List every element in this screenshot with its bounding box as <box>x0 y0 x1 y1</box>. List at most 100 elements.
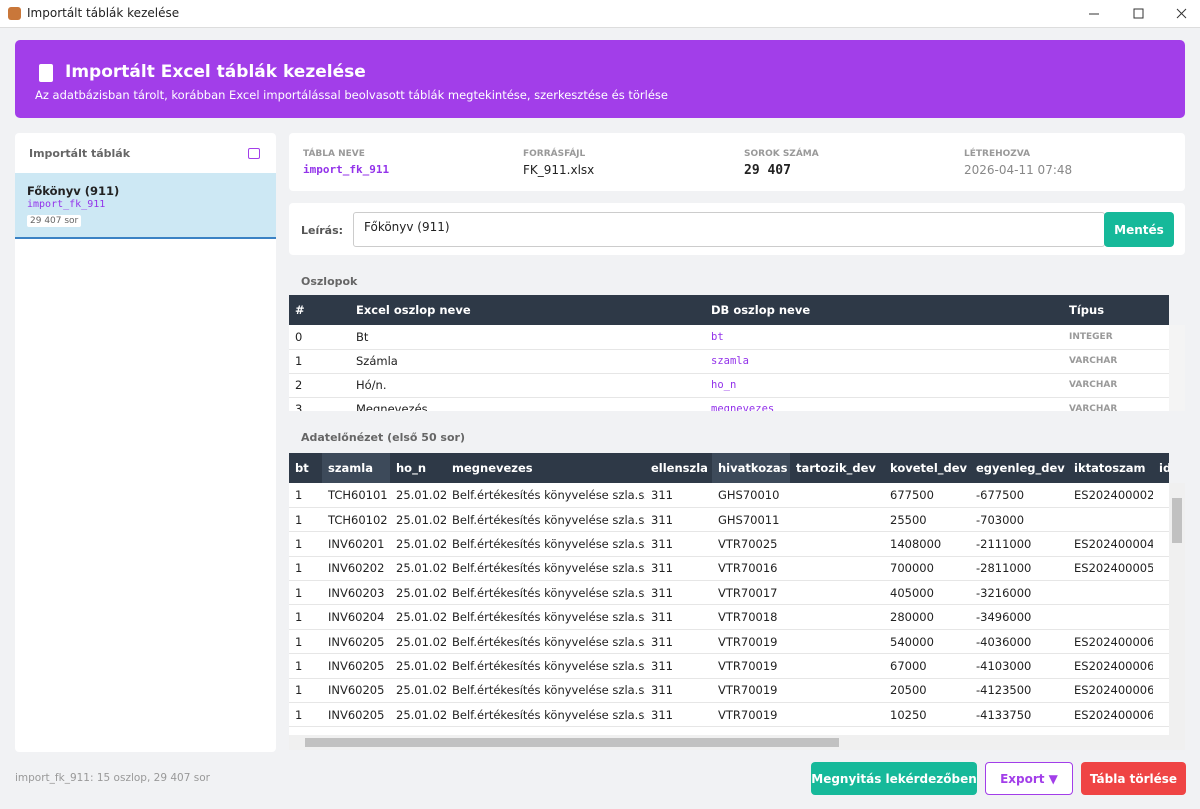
table-row: 1 INV60205 25.01.02 Belf.értékesítés könyve… <box>289 702 1169 728</box>
cell: VTR70019 <box>712 629 790 655</box>
cell: 25.01.02 <box>390 507 446 533</box>
status-text: import_fk_911: 15 oszlop, 29 407 sor <box>15 772 210 784</box>
column-header: hivatkozas <box>712 453 790 483</box>
column-header: megnevezes <box>446 453 645 483</box>
cell: ES202400006 <box>1068 629 1153 655</box>
cell: Belf.értékesítés könyvelése szla.szerint <box>446 483 645 508</box>
cell: 311 <box>645 507 712 533</box>
description-card: Leírás: Főkönyv (911) Mentés <box>289 203 1185 255</box>
header-subtitle: Az adatbázisban tárolt, korábban Excel i… <box>35 88 668 102</box>
cell: szamla <box>705 349 1063 374</box>
cell <box>323 349 350 374</box>
cell: Hó/n. <box>350 373 705 398</box>
refresh-button[interactable] <box>248 148 260 159</box>
window-controls[interactable] <box>1080 0 1200 27</box>
table-row: 1 TCH60102 25.01.02 Belf.értékesítés könyve… <box>289 507 1169 533</box>
cell: 0 <box>289 325 323 350</box>
table-list-item[interactable]: Főkönyv (911) import_fk_911 29 407 sor <box>15 173 276 239</box>
column-header: Excel oszlop neve <box>350 295 705 325</box>
cell: -3216000 <box>970 580 1068 606</box>
cell: Belf.értékesítés könyvelése szla.szerint <box>446 653 645 679</box>
scroll-thumb[interactable] <box>1172 498 1182 543</box>
cell: 25.01.02 <box>390 629 446 655</box>
scrollbar[interactable] <box>1169 325 1185 411</box>
open-query-button[interactable]: Megnyitás lekérdezőben <box>811 762 977 795</box>
window-title: Importált táblák kezelése <box>27 6 180 20</box>
cell: INV60202 <box>322 556 390 582</box>
cell: -703000 <box>970 507 1068 533</box>
cell <box>1153 580 1169 606</box>
cell <box>1153 702 1169 728</box>
table: # Excel oszlop neve DB oszlop neve Típus 0 Bt… <box>289 295 1169 411</box>
table-row: 1 Számla szamla VARCHAR <box>289 349 1169 374</box>
cell: 1 <box>289 483 322 508</box>
save-button[interactable]: Mentés <box>1104 212 1174 247</box>
cell: 25.01.02 <box>390 580 446 606</box>
cell: 1 <box>289 349 323 374</box>
scroll-thumb[interactable] <box>305 738 839 747</box>
cell: 10250 <box>884 702 970 728</box>
cell <box>1068 580 1153 606</box>
description-input[interactable]: Főkönyv (911) <box>353 212 1105 247</box>
cell: 3 <box>289 397 323 411</box>
export-button[interactable]: Export ▼ <box>985 762 1073 795</box>
table: bt szamla ho_n megnevezes ellenszla hivatkoza… <box>289 453 1169 728</box>
h-scrollbar[interactable] <box>289 735 1185 750</box>
columns-title: Oszlopok <box>301 275 358 288</box>
cell: 25.01.02 <box>390 556 446 582</box>
column-header: ellenszla <box>645 453 712 483</box>
cell: -4036000 <box>970 629 1068 655</box>
column-header: iktatoszam <box>1068 453 1153 483</box>
cell: VTR70019 <box>712 702 790 728</box>
item-name: Főkönyv (911) <box>27 184 120 198</box>
cell: 1 <box>289 653 322 679</box>
table-row: 3 Megnevezés megnevezes VARCHAR <box>289 397 1169 411</box>
cell <box>790 507 884 533</box>
cell: -4103000 <box>970 653 1068 679</box>
cell: 1 <box>289 507 322 533</box>
cell: -2811000 <box>970 556 1068 582</box>
cell: 25.01.02 <box>390 653 446 679</box>
cell: 700000 <box>884 556 970 582</box>
cell: Számla <box>350 349 705 374</box>
item-rows: 29 407 sor <box>27 215 82 227</box>
header-banner: Importált Excel táblák kezelése Az adatb… <box>15 40 1185 118</box>
info-label: TÁBLA NEVE <box>303 149 365 159</box>
delete-button[interactable]: Tábla törlése <box>1081 762 1186 795</box>
info-label: FORRÁSFÁJL <box>523 149 586 159</box>
cell <box>790 556 884 582</box>
cell <box>790 678 884 704</box>
cell: 25.01.02 <box>390 702 446 728</box>
cell: ES202400005 <box>1068 556 1153 582</box>
cell: Belf.értékesítés könyvelése szla.szerint <box>446 604 645 630</box>
preview-title: Adatelőnézet (első 50 sor) <box>301 431 465 444</box>
cell: 280000 <box>884 604 970 630</box>
table-row: 2 Hó/n. ho_n VARCHAR <box>289 373 1169 398</box>
cell <box>1068 507 1153 533</box>
cell: -677500 <box>970 483 1068 508</box>
cell: 311 <box>645 604 712 630</box>
cell: 311 <box>645 629 712 655</box>
v-scrollbar[interactable] <box>1169 483 1185 735</box>
table-row: 1 INV60205 25.01.02 Belf.értékesítés könyve… <box>289 629 1169 655</box>
cell: 20500 <box>884 678 970 704</box>
cell: INV60204 <box>322 604 390 630</box>
cell: ES202400006 <box>1068 678 1153 704</box>
cell <box>1153 507 1169 533</box>
info-label: SOROK SZÁMA <box>744 149 819 159</box>
cell: 311 <box>645 702 712 728</box>
info-value: import_fk_911 <box>303 163 390 176</box>
title-bar: Importált táblák kezelése <box>0 0 1200 28</box>
cell: VTR70017 <box>712 580 790 606</box>
cell: 311 <box>645 531 712 557</box>
cell: bt <box>705 325 1063 350</box>
cell: 1 <box>289 702 322 728</box>
item-table: import_fk_911 <box>27 199 106 210</box>
cell: 1 <box>289 678 322 704</box>
info-card: TÁBLA NEVE import_fk_911 FORRÁSFÁJL FK_911.… <box>289 133 1185 191</box>
cell <box>1153 653 1169 679</box>
cell: 311 <box>645 483 712 508</box>
cell: 25.01.02 <box>390 531 446 557</box>
cell: -4133750 <box>970 702 1068 728</box>
